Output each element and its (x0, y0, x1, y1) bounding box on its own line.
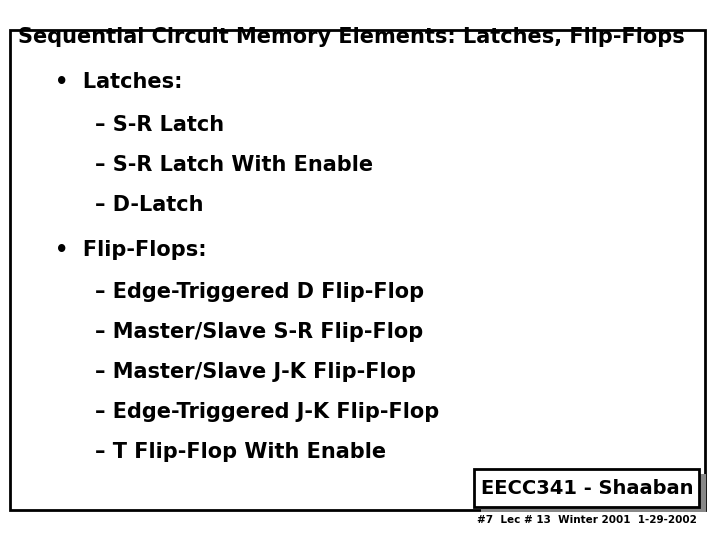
Text: #7  Lec # 13  Winter 2001  1-29-2002: #7 Lec # 13 Winter 2001 1-29-2002 (477, 515, 697, 525)
Bar (481, 474, 706, 512)
Text: •  Latches:: • Latches: (55, 72, 182, 92)
Text: – S-R Latch With Enable: – S-R Latch With Enable (95, 155, 373, 175)
Bar (474, 469, 699, 507)
Text: – Edge-Triggered J-K Flip-Flop: – Edge-Triggered J-K Flip-Flop (95, 402, 439, 422)
Text: – T Flip-Flop With Enable: – T Flip-Flop With Enable (95, 442, 386, 462)
Text: – S-R Latch: – S-R Latch (95, 115, 224, 135)
Text: – Master/Slave J-K Flip-Flop: – Master/Slave J-K Flip-Flop (95, 362, 416, 382)
Text: •  Flip-Flops:: • Flip-Flops: (55, 240, 207, 260)
Text: – D-Latch: – D-Latch (95, 195, 204, 215)
Text: – Master/Slave S-R Flip-Flop: – Master/Slave S-R Flip-Flop (95, 322, 423, 342)
Text: Sequential Circuit Memory Elements: Latches, Flip-Flops: Sequential Circuit Memory Elements: Latc… (18, 27, 685, 47)
Text: EECC341 - Shaaban: EECC341 - Shaaban (481, 478, 693, 497)
Bar (10, 30, 705, 510)
Text: – Edge-Triggered D Flip-Flop: – Edge-Triggered D Flip-Flop (95, 282, 424, 302)
